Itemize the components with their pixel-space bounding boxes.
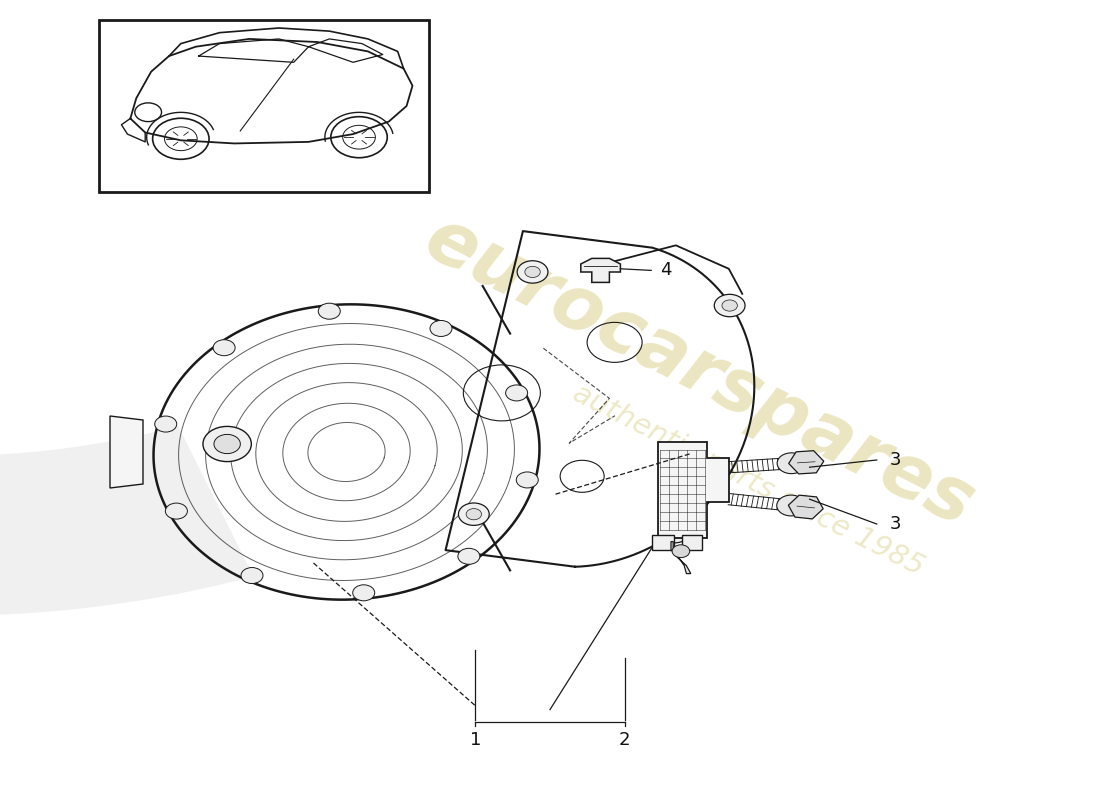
- Circle shape: [213, 340, 235, 356]
- Circle shape: [155, 416, 177, 432]
- Circle shape: [318, 303, 340, 319]
- Circle shape: [517, 261, 548, 283]
- Circle shape: [430, 321, 452, 337]
- Circle shape: [466, 509, 482, 520]
- Circle shape: [516, 472, 538, 488]
- Text: authentic parts since 1985: authentic parts since 1985: [568, 379, 928, 581]
- Circle shape: [506, 385, 528, 401]
- Circle shape: [241, 567, 263, 583]
- Polygon shape: [671, 542, 691, 574]
- Circle shape: [714, 294, 745, 317]
- Circle shape: [459, 503, 490, 526]
- Bar: [682, 535, 702, 550]
- Circle shape: [777, 453, 805, 474]
- Circle shape: [165, 503, 187, 519]
- Circle shape: [213, 434, 240, 454]
- Circle shape: [722, 300, 737, 311]
- Polygon shape: [581, 258, 620, 282]
- Bar: [99, 20, 429, 192]
- Polygon shape: [789, 495, 823, 519]
- Polygon shape: [658, 442, 729, 538]
- Text: 2: 2: [619, 731, 630, 749]
- Polygon shape: [0, 88, 253, 616]
- Text: 4: 4: [660, 262, 671, 279]
- Circle shape: [458, 548, 480, 564]
- Circle shape: [777, 495, 805, 516]
- Text: 3: 3: [890, 515, 901, 533]
- Text: 3: 3: [890, 451, 901, 469]
- Circle shape: [204, 426, 251, 462]
- Circle shape: [353, 585, 375, 601]
- Text: 1: 1: [470, 731, 481, 749]
- Circle shape: [667, 526, 682, 538]
- Polygon shape: [110, 416, 143, 488]
- Circle shape: [672, 545, 690, 558]
- Bar: [652, 535, 674, 550]
- Text: eurocarspares: eurocarspares: [411, 202, 986, 542]
- Polygon shape: [789, 450, 824, 474]
- Circle shape: [659, 521, 690, 543]
- Circle shape: [525, 266, 540, 278]
